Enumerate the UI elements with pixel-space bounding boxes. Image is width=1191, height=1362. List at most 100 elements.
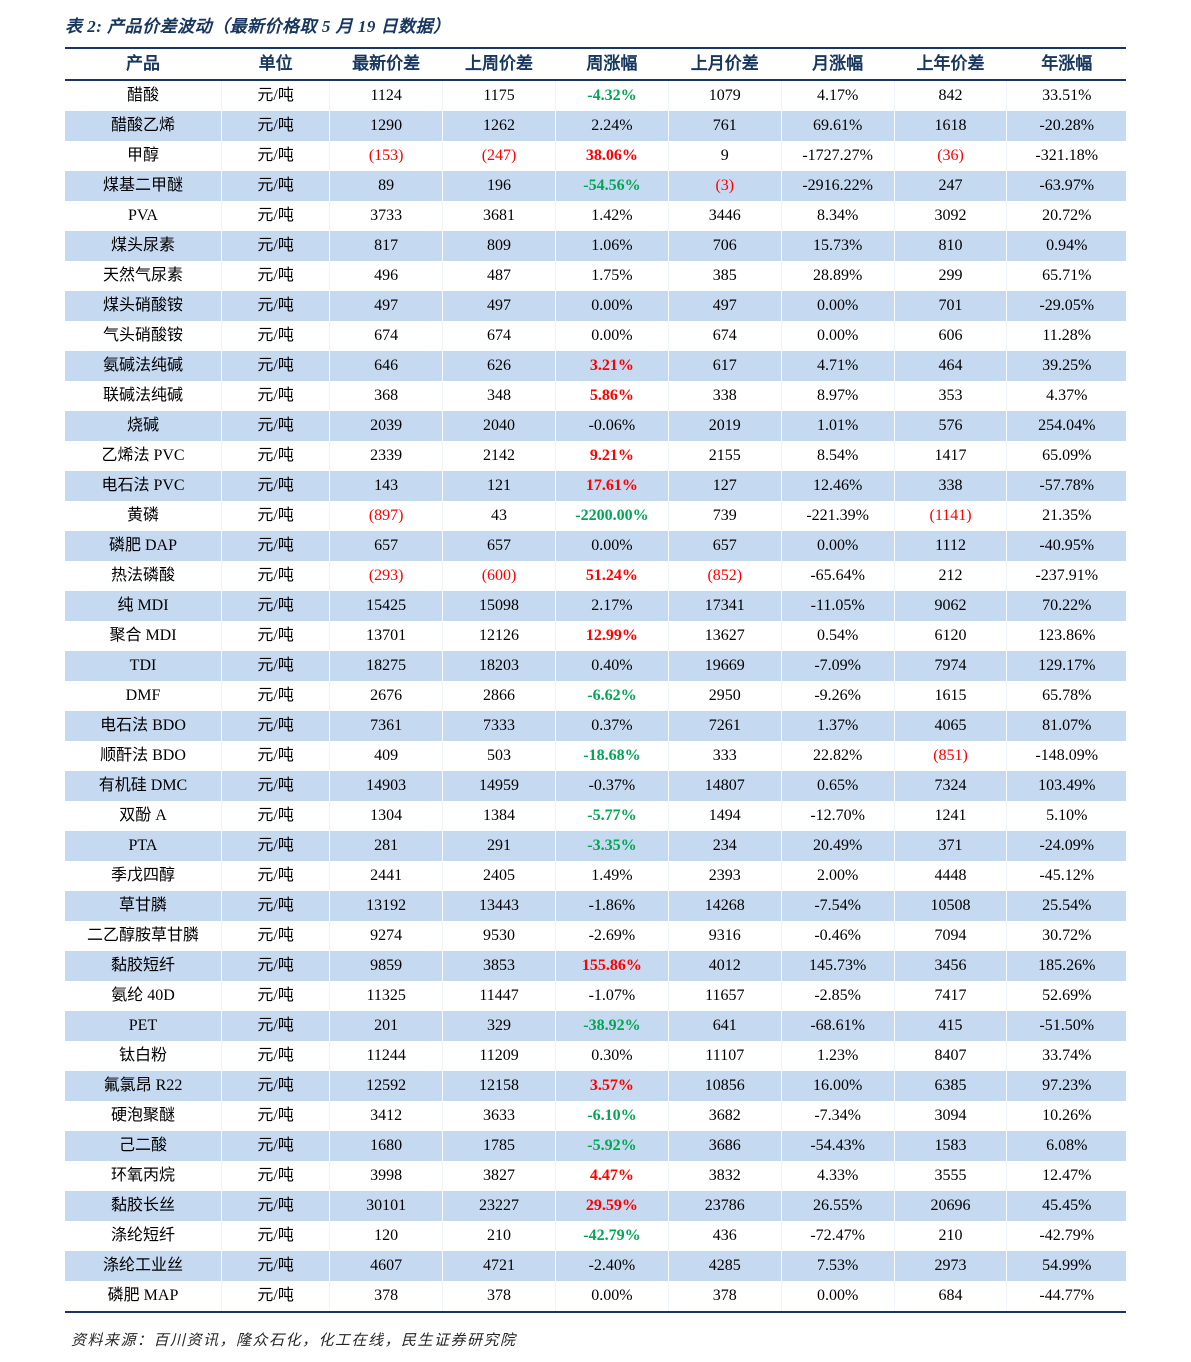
cell-latest-spread: 4607 <box>330 1251 444 1281</box>
cell-lastyear-spread: (1141) <box>895 501 1008 531</box>
cell-latest-spread: 15425 <box>330 591 444 621</box>
cell-latest-spread: 1124 <box>330 81 444 111</box>
cell-month-change: 0.00% <box>782 291 895 321</box>
source-note: 资料来源：百川资讯，隆众石化，化工在线，民生证券研究院 <box>71 1333 517 1349</box>
cell-latest-spread: 496 <box>330 261 444 291</box>
cell-year-change: 65.78% <box>1042 687 1092 704</box>
cell-product: 黄磷 <box>65 501 223 531</box>
cell-unit: 元/吨 <box>222 591 331 621</box>
cell-latest-spread: 657 <box>330 531 444 561</box>
cell-lastweek-spread: 121 <box>443 471 556 501</box>
table-row: 环氧丙烷 元/吨 3998 3827 4.47% 3832 4.33% 3555… <box>65 1161 1126 1191</box>
cell-week-change: -5.77% <box>556 801 669 831</box>
table-row: 黏胶长丝 元/吨 30101 23227 29.59% 23786 26.55%… <box>65 1191 1126 1221</box>
table-row: 热法磷酸 元/吨 (293) (600) 51.24% (852) -65.64… <box>65 561 1126 591</box>
cell-year-change: -20.28% <box>1039 117 1095 134</box>
cell-lastmonth-spread: 11107 <box>669 1041 782 1071</box>
cell-lastweek-spread: 23227 <box>443 1191 556 1221</box>
cell-lastweek-spread: 4721 <box>443 1251 556 1281</box>
table-row: 氟氯昂 R22 元/吨 12592 12158 3.57% 10856 16.0… <box>65 1071 1126 1101</box>
cell-year-change: -44.77% <box>1039 1287 1095 1304</box>
cell-year-change: 97.23% <box>1042 1077 1092 1094</box>
cell-year-change: 65.09% <box>1042 447 1092 464</box>
cell-latest-spread: 378 <box>330 1281 444 1311</box>
cell-year-change: 30.72% <box>1042 927 1092 944</box>
cell-year-change: 5.10% <box>1046 807 1088 824</box>
table-row: 己二酸 元/吨 1680 1785 -5.92% 3686 -54.43% 15… <box>65 1131 1126 1161</box>
cell-lastweek-spread: 809 <box>443 231 556 261</box>
cell-lastyear-spread: 7417 <box>895 981 1008 1011</box>
cell-lastweek-spread: (247) <box>443 141 556 171</box>
cell-product: 己二酸 <box>65 1131 223 1161</box>
cell-unit: 元/吨 <box>222 441 331 471</box>
cell-month-change: 15.73% <box>782 231 895 261</box>
table-header-row: 产品 单位 最新价差 上周价差 周涨幅 上月价差 月涨幅 上年价差 年涨幅 <box>65 49 1126 81</box>
header-product: 产品 <box>65 49 223 79</box>
cell-month-change: -72.47% <box>782 1221 895 1251</box>
table-row: 黏胶短纤 元/吨 9859 3853 155.86% 4012 145.73% … <box>65 951 1126 981</box>
cell-unit: 元/吨 <box>222 771 331 801</box>
cell-product: 醋酸乙烯 <box>65 111 223 141</box>
cell-month-change: 4.33% <box>782 1161 895 1191</box>
cell-week-change: 0.00% <box>556 321 669 351</box>
cell-year-change: 33.74% <box>1042 1047 1092 1064</box>
cell-lastmonth-spread: 4012 <box>669 951 782 981</box>
cell-month-change: -7.09% <box>782 651 895 681</box>
cell-month-change: 7.53% <box>782 1251 895 1281</box>
cell-lastweek-spread: 674 <box>443 321 556 351</box>
cell-year-change: 103.49% <box>1038 777 1096 794</box>
cell-product: 环氧丙烷 <box>65 1161 223 1191</box>
cell-year-change: 11.28% <box>1042 327 1092 344</box>
cell-lastweek-spread: 11447 <box>443 981 556 1011</box>
cell-unit: 元/吨 <box>222 681 331 711</box>
table-row: 电石法 BDO 元/吨 7361 7333 0.37% 7261 1.37% 4… <box>65 711 1126 741</box>
cell-latest-spread: (293) <box>330 561 444 591</box>
cell-lastmonth-spread: 11657 <box>669 981 782 1011</box>
cell-month-change: -9.26% <box>782 681 895 711</box>
table-row: 磷肥 MAP 元/吨 378 378 0.00% 378 0.00% 684 -… <box>65 1281 1126 1311</box>
cell-lastyear-spread: (36) <box>895 141 1008 171</box>
cell-year-change: -40.95% <box>1039 537 1095 554</box>
cell-week-change: 4.47% <box>556 1161 669 1191</box>
table-row: 有机硅 DMC 元/吨 14903 14959 -0.37% 14807 0.6… <box>65 771 1126 801</box>
cell-year-change: 21.35% <box>1042 507 1092 524</box>
cell-week-change: 155.86% <box>556 951 669 981</box>
cell-lastyear-spread: 810 <box>895 231 1008 261</box>
cell-lastweek-spread: 15098 <box>443 591 556 621</box>
cell-lastyear-spread: 1615 <box>895 681 1008 711</box>
cell-lastyear-spread: 20696 <box>895 1191 1008 1221</box>
cell-year-change: 12.47% <box>1042 1167 1092 1184</box>
cell-latest-spread: 13701 <box>330 621 444 651</box>
cell-lastmonth-spread: 333 <box>669 741 782 771</box>
cell-unit: 元/吨 <box>222 1281 331 1311</box>
cell-month-change: -2916.22% <box>782 171 895 201</box>
table-row: PET 元/吨 201 329 -38.92% 641 -68.61% 415 … <box>65 1011 1126 1041</box>
cell-lastmonth-spread: 385 <box>669 261 782 291</box>
cell-unit: 元/吨 <box>222 861 331 891</box>
cell-lastweek-spread: 9530 <box>443 921 556 951</box>
cell-lastweek-spread: 1785 <box>443 1131 556 1161</box>
cell-lastweek-spread: 2866 <box>443 681 556 711</box>
cell-latest-spread: 9859 <box>330 951 444 981</box>
cell-lastmonth-spread: 127 <box>669 471 782 501</box>
cell-lastweek-spread: 14959 <box>443 771 556 801</box>
cell-unit: 元/吨 <box>222 231 331 261</box>
table-row: 草甘膦 元/吨 13192 13443 -1.86% 14268 -7.54% … <box>65 891 1126 921</box>
cell-week-change: -4.32% <box>556 81 669 111</box>
cell-month-change: 1.01% <box>782 411 895 441</box>
cell-product: 顺酐法 BDO <box>65 741 223 771</box>
cell-product: 磷肥 MAP <box>65 1281 223 1311</box>
cell-product: 烧碱 <box>65 411 223 441</box>
cell-lastweek-spread: 43 <box>443 501 556 531</box>
cell-year-change: 123.86% <box>1038 627 1096 644</box>
cell-week-change: 2.17% <box>556 591 669 621</box>
cell-week-change: 2.24% <box>556 111 669 141</box>
cell-lastweek-spread: (600) <box>443 561 556 591</box>
cell-month-change: -12.70% <box>782 801 895 831</box>
cell-lastyear-spread: 7974 <box>895 651 1008 681</box>
table-row: 天然气尿素 元/吨 496 487 1.75% 385 28.89% 299 6… <box>65 261 1126 291</box>
table-row: 磷肥 DAP 元/吨 657 657 0.00% 657 0.00% 1112 … <box>65 531 1126 561</box>
table-row: 季戊四醇 元/吨 2441 2405 1.49% 2393 2.00% 4448… <box>65 861 1126 891</box>
cell-lastmonth-spread: 234 <box>669 831 782 861</box>
